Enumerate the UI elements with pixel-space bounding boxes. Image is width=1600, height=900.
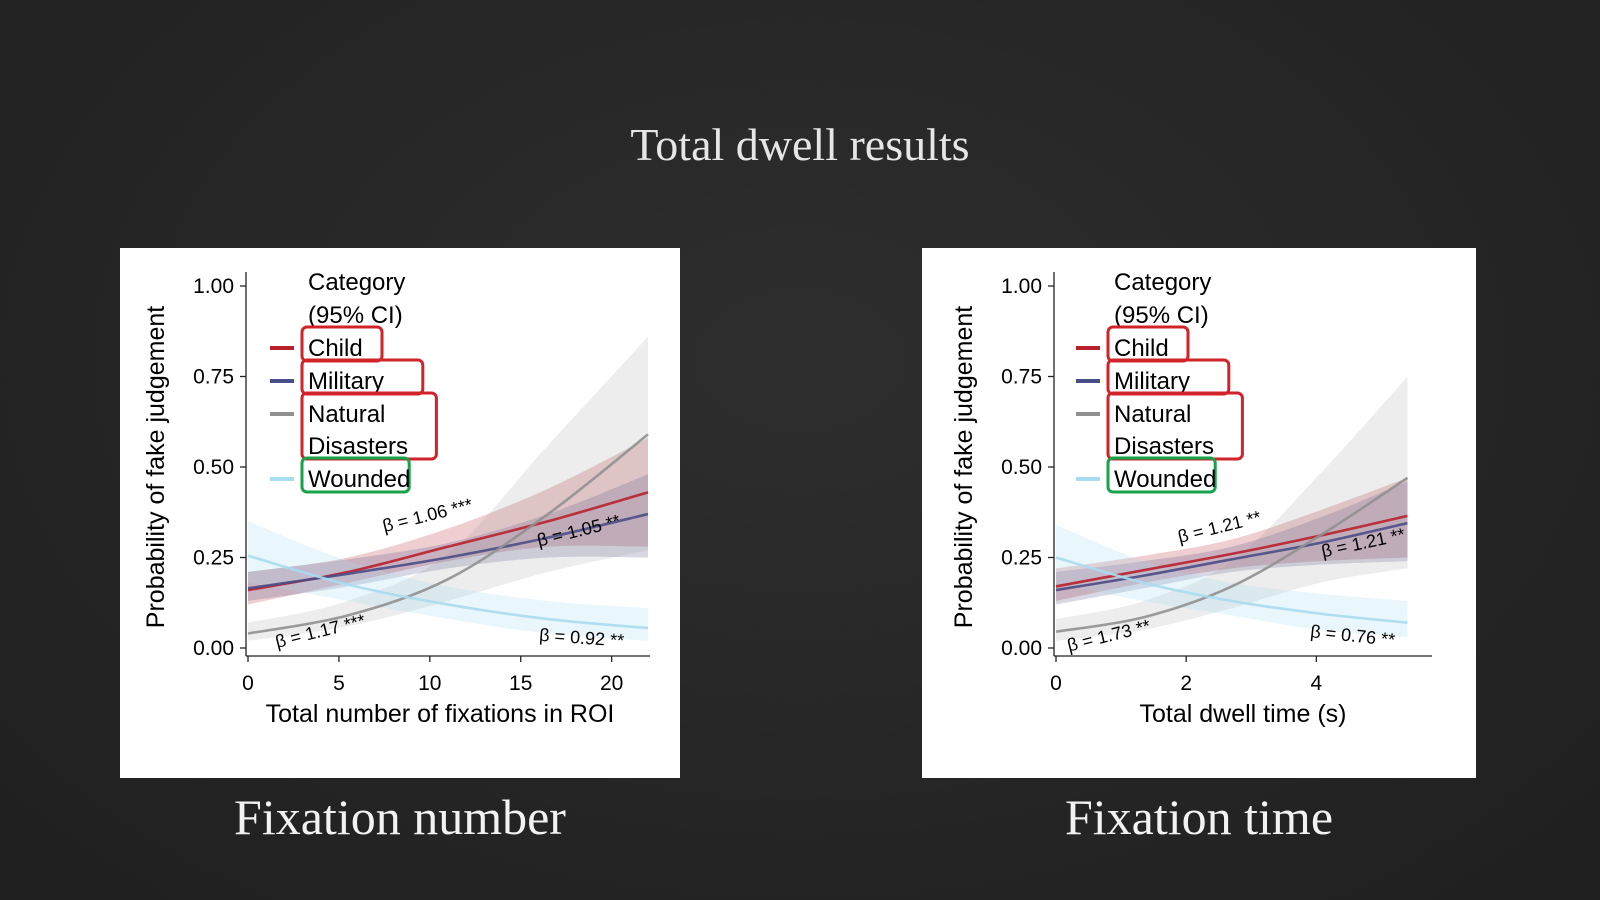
series-line-wounded — [1055, 556, 1408, 624]
caption-fixation-time: Fixation time — [1064, 789, 1334, 845]
x-tick-label: 2 — [1180, 672, 1192, 695]
legend-label-natural-disasters: Disasters — [308, 433, 408, 460]
legend-title: (95% CI) — [1114, 302, 1209, 329]
legend-title: Category — [1114, 269, 1211, 296]
legend-title: Category — [308, 269, 405, 296]
x-tick-label: 0 — [242, 672, 254, 695]
series-line-wounded — [247, 554, 649, 630]
chart-panel-fixation-number: 0.00 0.25 0.50 0.75 1.00 0 5 10 15 20 Total number… — [120, 248, 680, 778]
y-tick-label: 0.50 — [193, 456, 234, 479]
x-tick-label: 0 — [1050, 672, 1062, 695]
legend-label-child: Child — [1114, 335, 1169, 362]
legend-label-military: Military — [1114, 368, 1190, 395]
x-axis-title: Total dwell time (s) — [1140, 700, 1347, 728]
y-tick-label: 0.25 — [1001, 547, 1042, 570]
y-tick-label: 0.75 — [193, 366, 234, 389]
x-tick-label: 20 — [600, 672, 623, 695]
chart-fixation-time: 0.00 0.25 0.50 0.75 1.00 0 2 4 Total dwell time … — [950, 269, 1432, 728]
y-tick-label: 0.75 — [1001, 366, 1042, 389]
ci-band-military — [1056, 481, 1408, 605]
y-tick-label: 1.00 — [1001, 275, 1042, 298]
series-line-military — [247, 512, 649, 590]
y-axis-title: Probability of fake judgement — [950, 306, 978, 628]
x-tick-label: 4 — [1311, 672, 1323, 695]
ci-band-military — [248, 474, 648, 601]
series-line-natural-disasters — [247, 433, 649, 635]
chart-fixation-number: 0.00 0.25 0.50 0.75 1.00 0 5 10 15 20 Total number… — [142, 269, 650, 728]
chart-panel-fixation-time: 0.00 0.25 0.50 0.75 1.00 0 2 4 Total dwell time … — [922, 248, 1476, 778]
legend-label-child: Child — [308, 335, 363, 362]
series-line-military — [1055, 521, 1408, 592]
ci-band-wounded — [248, 521, 648, 641]
legend-label-natural-disasters: Natural — [1114, 401, 1191, 428]
legend-title: (95% CI) — [308, 302, 403, 329]
y-axis-title: Probability of fake judgement — [142, 306, 170, 628]
legend-label-natural-disasters: Disasters — [1114, 433, 1214, 460]
x-axis-title: Total number of fixations in ROI — [266, 700, 615, 728]
ci-band-wounded — [1056, 524, 1408, 638]
caption-fixation-number: Fixation number — [234, 789, 566, 845]
y-tick-label: 0.25 — [193, 547, 234, 570]
series-line-natural-disasters — [1055, 476, 1409, 633]
slide-title: Total dwell results — [630, 119, 970, 170]
ci-band-natural-disasters — [1056, 376, 1408, 641]
ci-band-child — [248, 438, 648, 605]
legend-highlight-box — [300, 456, 411, 494]
y-tick-label: 0.50 — [1001, 456, 1042, 479]
y-tick-label: 0.00 — [1001, 637, 1042, 660]
legend-highlight-box — [1106, 456, 1217, 494]
y-tick-label: 1.00 — [193, 275, 234, 298]
x-tick-label: 10 — [418, 672, 441, 695]
legend-label-natural-disasters: Natural — [308, 401, 385, 428]
legend-label-military: Military — [308, 368, 384, 395]
legend-label-wounded: Wounded — [1114, 466, 1216, 493]
x-tick-label: 5 — [333, 672, 345, 695]
legend-label-wounded: Wounded — [308, 466, 410, 493]
y-tick-label: 0.00 — [193, 637, 234, 660]
ci-band-natural-disasters — [248, 336, 648, 641]
x-tick-label: 15 — [509, 672, 532, 695]
